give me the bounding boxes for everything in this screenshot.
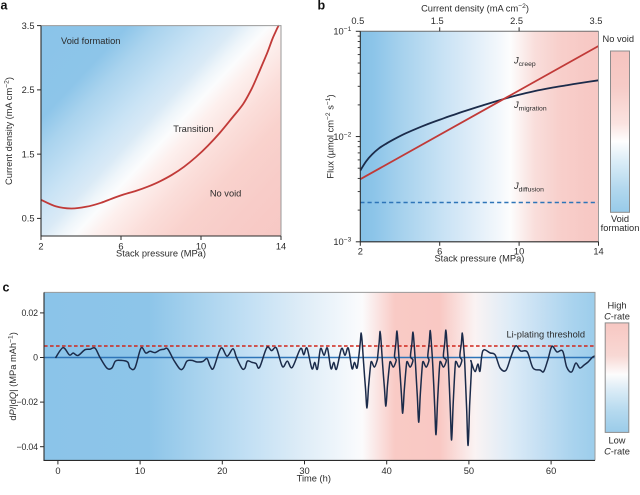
svg-text:0: 0 (55, 466, 60, 476)
svg-text:Current density (mA cm−2): Current density (mA cm−2) (4, 77, 15, 185)
svg-text:2: 2 (358, 247, 363, 257)
svg-text:6: 6 (118, 242, 123, 252)
svg-text:Transition: Transition (173, 124, 213, 134)
svg-text:0: 0 (33, 353, 38, 363)
svg-text:60: 60 (546, 466, 556, 476)
svg-text:0.02: 0.02 (21, 308, 38, 318)
svg-text:10: 10 (514, 247, 524, 257)
svg-text:Stack pressure (MPa): Stack pressure (MPa) (434, 254, 524, 264)
svg-text:10−3: 10−3 (333, 237, 351, 248)
svg-text:50: 50 (464, 466, 474, 476)
svg-text:C-rate: C-rate (604, 447, 630, 457)
svg-text:Jcreep: Jcreep (513, 56, 536, 69)
svg-text:c: c (3, 281, 10, 295)
svg-text:20: 20 (217, 466, 227, 476)
svg-text:14: 14 (593, 247, 603, 257)
svg-text:Jmigration: Jmigration (513, 100, 547, 113)
svg-text:Current density (mA cm−2): Current density (mA cm−2) (421, 3, 529, 14)
svg-text:1.5: 1.5 (22, 149, 35, 159)
svg-text:−0.02: −0.02 (17, 397, 39, 407)
svg-text:C-rate: C-rate (604, 312, 630, 322)
svg-text:Void: Void (611, 214, 629, 224)
svg-text:2.5: 2.5 (510, 16, 523, 26)
svg-text:10−2: 10−2 (333, 131, 351, 142)
svg-text:Li-plating threshold: Li-plating threshold (506, 330, 585, 340)
svg-text:14: 14 (276, 242, 286, 252)
svg-text:6: 6 (437, 247, 442, 257)
svg-text:Time (h): Time (h) (297, 474, 331, 484)
svg-text:a: a (1, 0, 9, 13)
svg-text:0.5: 0.5 (351, 16, 364, 26)
svg-text:0.5: 0.5 (22, 214, 35, 224)
svg-text:10−1: 10−1 (333, 26, 351, 37)
svg-text:30: 30 (299, 466, 309, 476)
svg-text:10: 10 (196, 242, 206, 252)
svg-text:No void: No void (603, 34, 635, 44)
svg-text:2.5: 2.5 (22, 85, 35, 95)
svg-text:10: 10 (135, 466, 145, 476)
svg-text:Low: Low (608, 436, 625, 446)
svg-text:High: High (607, 301, 626, 311)
svg-text:1.5: 1.5 (431, 16, 444, 26)
svg-text:No void: No void (210, 188, 242, 198)
svg-text:Void formation: Void formation (61, 36, 120, 46)
svg-text:b: b (318, 0, 326, 13)
svg-text:3.5: 3.5 (590, 16, 603, 26)
svg-text:formation: formation (601, 223, 640, 233)
svg-text:Stack pressure (MPa): Stack pressure (MPa) (116, 249, 206, 259)
svg-text:dP/|dQ| (MPa mAh−1): dP/|dQ| (MPa mAh−1) (8, 332, 19, 420)
svg-text:40: 40 (382, 466, 392, 476)
svg-text:−0.04: −0.04 (17, 442, 39, 452)
svg-text:2: 2 (38, 242, 43, 252)
svg-text:Flux (µmol cm−2 s−1): Flux (µmol cm−2 s−1) (325, 94, 336, 178)
svg-text:Jdiffusion: Jdiffusion (513, 181, 544, 194)
svg-text:3.5: 3.5 (22, 21, 35, 31)
